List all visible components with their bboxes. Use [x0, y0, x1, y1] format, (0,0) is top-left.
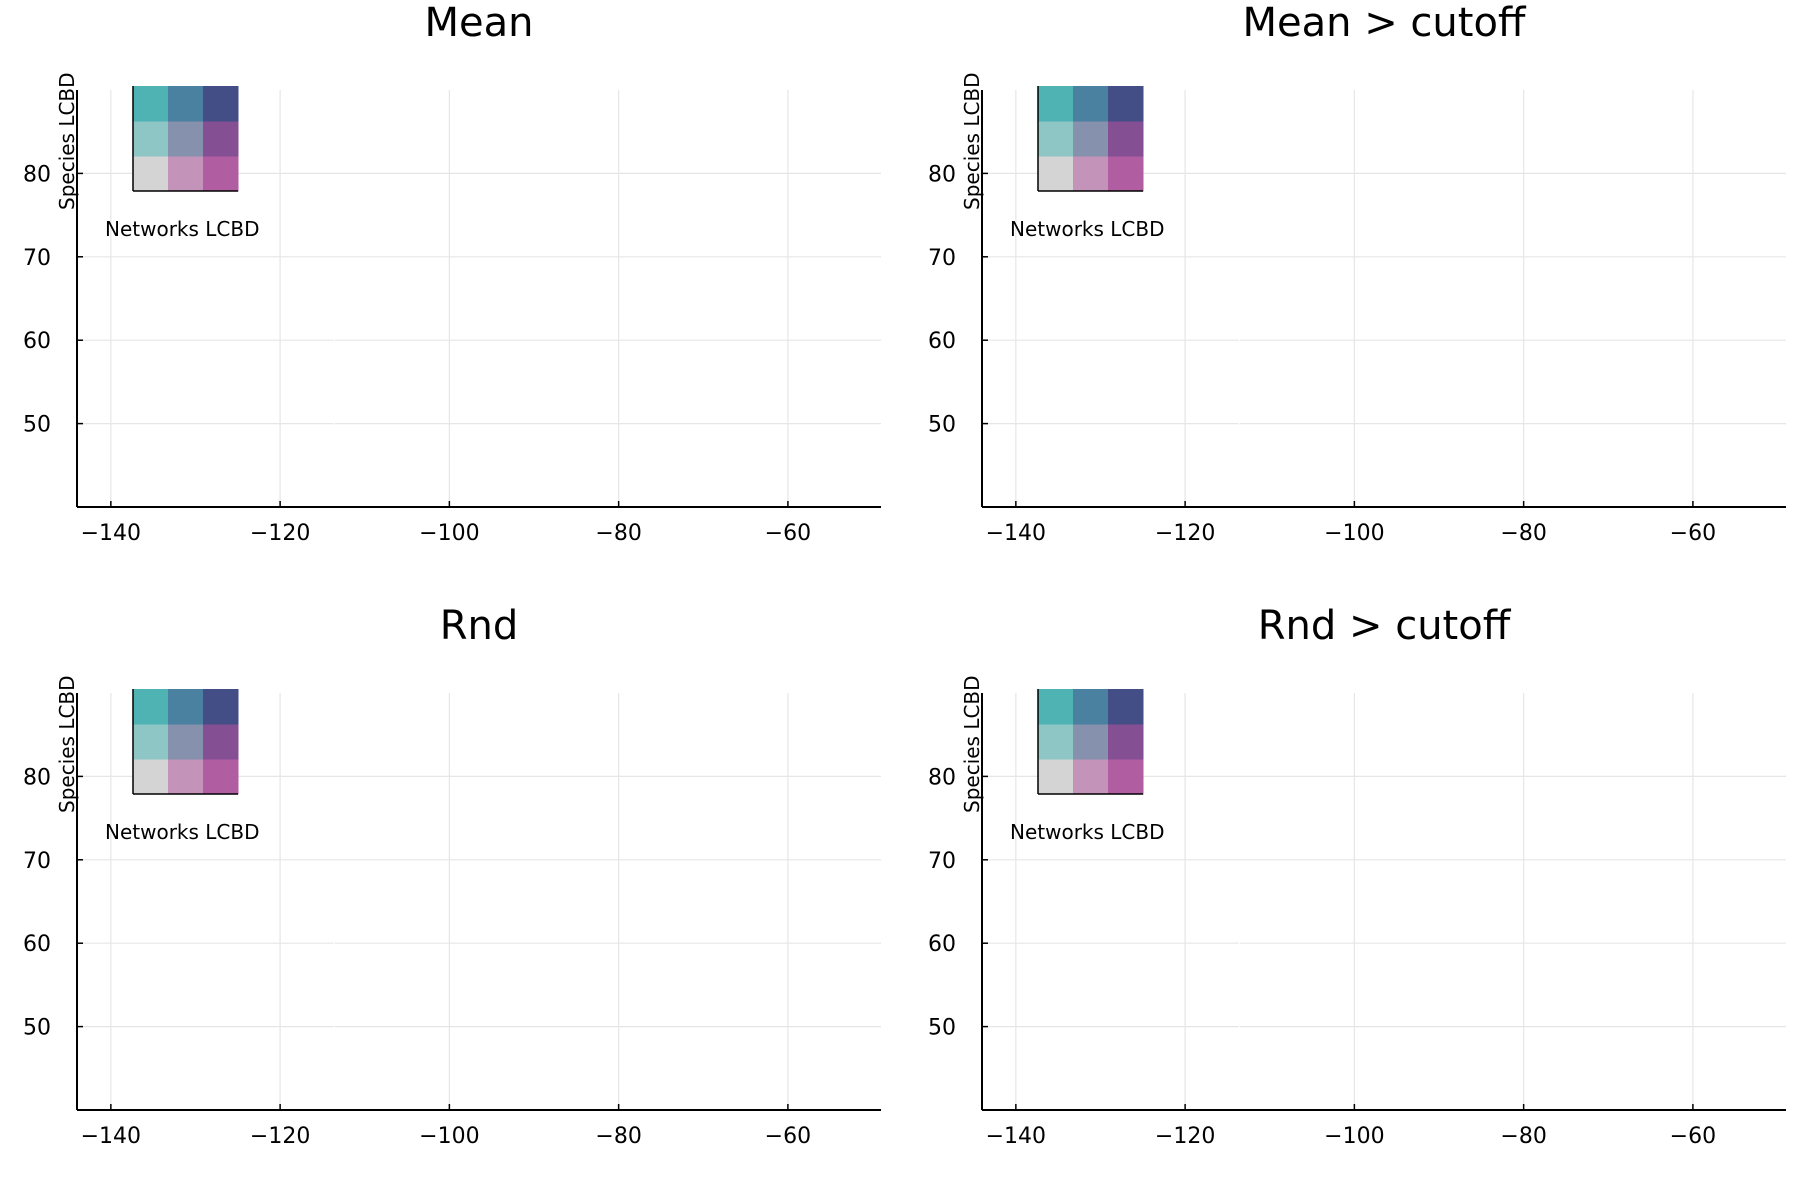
legend-cell: [1073, 156, 1109, 192]
x-tick-label: −60: [765, 1124, 811, 1149]
legend-cell: [168, 121, 204, 157]
panel-title: Mean > cutoff: [1243, 0, 1527, 46]
legend-cell: [1038, 156, 1074, 192]
x-tick-label: −120: [250, 521, 310, 546]
x-tick-label: −100: [1324, 521, 1384, 546]
legend-y-label: Species LCBD: [960, 72, 984, 210]
x-tick-label: −100: [419, 1124, 479, 1149]
y-tick-label: 50: [23, 1016, 51, 1041]
y-tick-label: 80: [23, 765, 51, 790]
legend-x-label: Networks LCBD: [1010, 217, 1165, 241]
y-tick-label: 70: [23, 849, 51, 874]
legend-cell: [203, 156, 239, 192]
legend-cell: [1073, 86, 1109, 122]
legend-cell: [1073, 759, 1109, 795]
y-tick-label: 70: [23, 246, 51, 271]
legend-cell: [203, 689, 239, 725]
legend-y-label: Species LCBD: [55, 675, 79, 813]
x-tick-label: −140: [81, 1124, 141, 1149]
legend-cell: [133, 689, 169, 725]
bivariate-legend: Networks LCBD Species LCBD: [960, 72, 1165, 241]
legend-cell: [1108, 86, 1144, 122]
map-panel-mean-cutoff: Mean > cutoff−140−120−100−80−6050607080N…: [928, 0, 1786, 546]
legend-cell: [1108, 689, 1144, 725]
legend-cell: [133, 86, 169, 122]
legend-x-label: Networks LCBD: [1010, 820, 1165, 844]
legend-cell: [1073, 689, 1109, 725]
x-tick-label: −140: [81, 521, 141, 546]
x-tick-label: −120: [250, 1124, 310, 1149]
legend-cell: [203, 759, 239, 795]
legend-cell: [168, 156, 204, 192]
legend-cell: [133, 724, 169, 760]
y-tick-label: 60: [928, 329, 956, 354]
canada-raster: [1003, 143, 1765, 494]
legend-cell: [168, 724, 204, 760]
y-tick-label: 60: [23, 932, 51, 957]
legend-cell: [1038, 759, 1074, 795]
y-tick-label: 80: [928, 162, 956, 187]
legend-cell: [133, 759, 169, 795]
panel-title: Mean: [425, 0, 534, 46]
x-tick-label: −80: [595, 521, 641, 546]
x-tick-label: −80: [1500, 521, 1546, 546]
panel-title: Rnd: [440, 603, 519, 649]
x-tick-label: −80: [595, 1124, 641, 1149]
canada-raster: [1003, 746, 1765, 1097]
y-tick-label: 50: [23, 413, 51, 438]
bivariate-legend: Networks LCBD Species LCBD: [55, 675, 260, 844]
legend-cell: [133, 156, 169, 192]
legend-y-label: Species LCBD: [960, 675, 984, 813]
legend-cell: [1038, 724, 1074, 760]
legend-cell: [1108, 121, 1144, 157]
legend-y-label: Species LCBD: [55, 72, 79, 210]
x-tick-label: −120: [1155, 521, 1215, 546]
canada-raster: [98, 143, 860, 494]
legend-cell: [1038, 121, 1074, 157]
map-panel-rnd-cutoff: Rnd > cutoff−140−120−100−80−6050607080Ne…: [928, 603, 1786, 1149]
legend-cell: [168, 689, 204, 725]
x-tick-label: −60: [765, 521, 811, 546]
legend-cell: [203, 121, 239, 157]
legend-x-label: Networks LCBD: [105, 820, 260, 844]
x-tick-label: −80: [1500, 1124, 1546, 1149]
panel-title: Rnd > cutoff: [1258, 603, 1512, 649]
legend-cell: [1108, 724, 1144, 760]
y-tick-label: 80: [23, 162, 51, 187]
legend-cell: [1073, 121, 1109, 157]
y-tick-label: 50: [928, 1016, 956, 1041]
legend-cell: [1073, 724, 1109, 760]
legend-cell: [203, 86, 239, 122]
legend-cell: [1038, 86, 1074, 122]
y-tick-label: 70: [928, 849, 956, 874]
legend-cell: [1108, 759, 1144, 795]
legend-cell: [168, 86, 204, 122]
y-tick-label: 60: [928, 932, 956, 957]
bivariate-legend: Networks LCBD Species LCBD: [960, 675, 1165, 844]
y-tick-label: 60: [23, 329, 51, 354]
bivariate-legend: Networks LCBD Species LCBD: [55, 72, 260, 241]
x-tick-label: −100: [1324, 1124, 1384, 1149]
x-tick-label: −120: [1155, 1124, 1215, 1149]
x-tick-label: −60: [1670, 1124, 1716, 1149]
legend-cell: [1038, 689, 1074, 725]
x-tick-label: −100: [419, 521, 479, 546]
legend-x-label: Networks LCBD: [105, 217, 260, 241]
legend-cell: [1108, 156, 1144, 192]
y-tick-label: 50: [928, 413, 956, 438]
legend-cell: [168, 759, 204, 795]
x-tick-label: −140: [986, 521, 1046, 546]
legend-cell: [133, 121, 169, 157]
x-tick-label: −60: [1670, 521, 1716, 546]
x-tick-label: −140: [986, 1124, 1046, 1149]
legend-cell: [203, 724, 239, 760]
canada-raster: [98, 746, 860, 1097]
y-tick-label: 80: [928, 765, 956, 790]
y-tick-label: 70: [928, 246, 956, 271]
